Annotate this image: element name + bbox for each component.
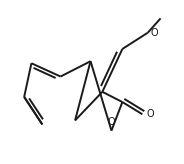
Text: O: O [147,109,155,119]
Text: O: O [108,117,115,127]
Text: O: O [151,28,158,38]
